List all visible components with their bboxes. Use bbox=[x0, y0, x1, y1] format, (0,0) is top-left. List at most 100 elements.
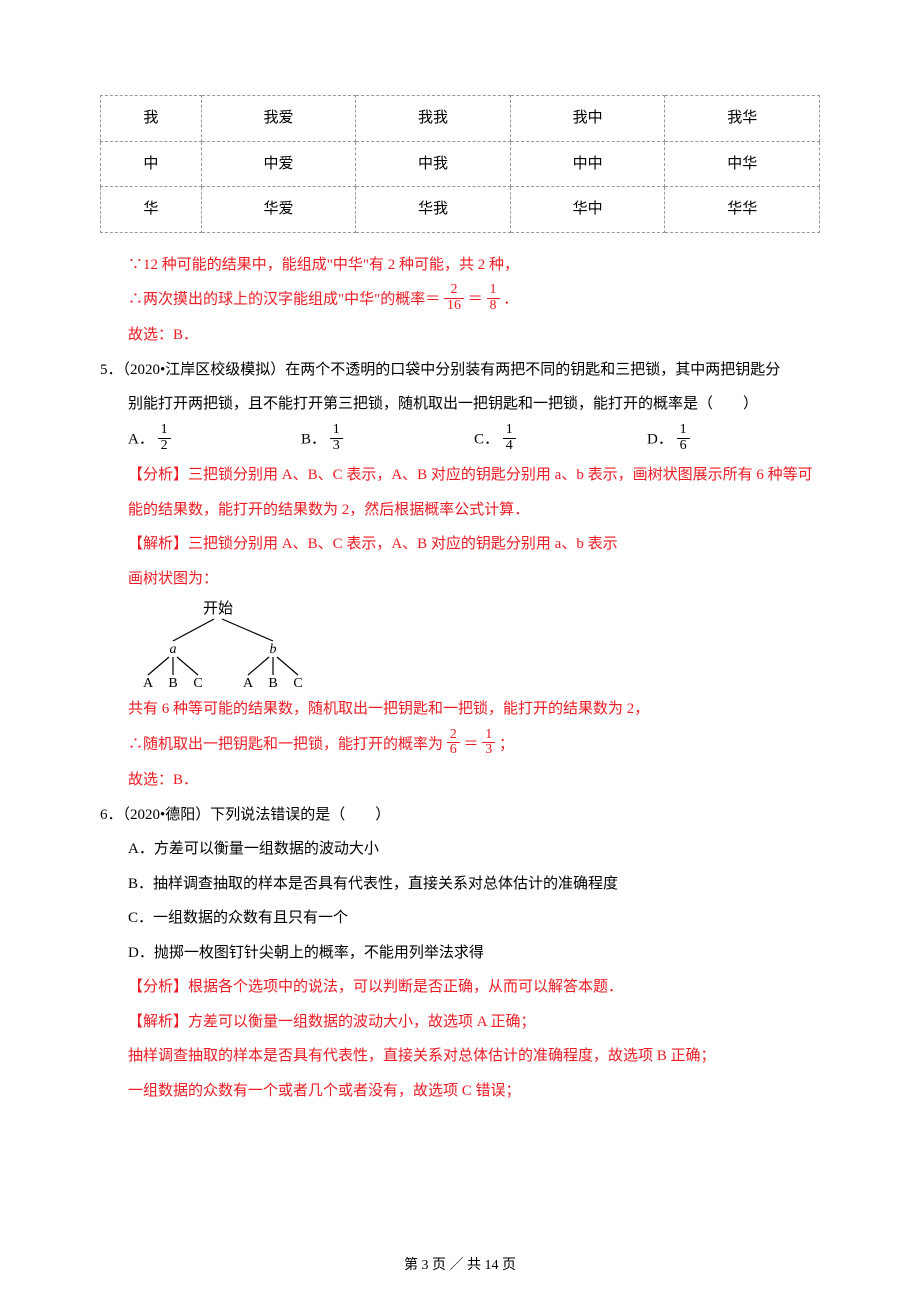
footer-mid: 页 ／ 共 bbox=[429, 1258, 485, 1273]
solution-text: ∵12 种可能的结果中，能组成"中华"有 2 种可能，共 2 种， bbox=[100, 251, 820, 280]
option-c: C． 1 4 bbox=[474, 425, 647, 455]
option-d: D． 1 6 bbox=[647, 425, 820, 455]
fraction-den: 4 bbox=[503, 439, 516, 454]
tree-edge bbox=[173, 619, 214, 641]
fraction-num: 1 bbox=[487, 283, 500, 299]
cell: 华中 bbox=[510, 187, 665, 233]
fraction: 1 2 bbox=[158, 423, 171, 453]
fraction: 1 4 bbox=[503, 423, 516, 453]
fraction-den: 2 bbox=[158, 439, 171, 454]
table-row: 华 华爱 华我 华中 华华 bbox=[101, 187, 820, 233]
text: ∴随机取出一把钥匙和一把锁，能打开的概率为 bbox=[128, 736, 443, 752]
option-a: A．方差可以衡量一组数据的波动大小 bbox=[100, 835, 820, 864]
option-label: A． bbox=[128, 432, 154, 448]
fraction-num: 2 bbox=[444, 283, 464, 299]
cell: 我 bbox=[101, 96, 202, 142]
question-number: 6． bbox=[100, 807, 123, 823]
fraction-num: 2 bbox=[447, 728, 460, 744]
tree-leaf: A bbox=[243, 676, 254, 689]
cell: 中我 bbox=[356, 141, 511, 187]
text: ； bbox=[499, 736, 514, 752]
outcome-table: 我 我爱 我我 我中 我华 中 中爱 中我 中中 中华 华 华爱 华我 华中 华… bbox=[100, 95, 820, 233]
question-5: 5．（2020•江岸区校级模拟）在两个不透明的口袋中分别装有两把不同的钥匙和三把… bbox=[100, 356, 820, 385]
question-text: （2020•江岸区校级模拟）在两个不透明的口袋中分别装有两把不同的钥匙和三把锁，… bbox=[123, 362, 781, 378]
fraction: 1 6 bbox=[677, 423, 690, 453]
fraction: 2 16 bbox=[444, 283, 464, 313]
cell: 中 bbox=[101, 141, 202, 187]
option-b: B．抽样调查抽取的样本是否具有代表性，直接关系对总体估计的准确程度 bbox=[100, 870, 820, 899]
fraction-den: 16 bbox=[444, 299, 464, 314]
solution-text: ∴两次摸出的球上的汉字能组成"中华"的概率＝ 2 16 ＝ 1 8 ． bbox=[100, 285, 820, 315]
cell: 中爱 bbox=[201, 141, 356, 187]
analysis-text: 能的结果数，能打开的结果数为 2，然后根据概率公式计算． bbox=[100, 496, 820, 525]
option-a: A． 1 2 bbox=[128, 425, 301, 455]
options-row: A． 1 2 B． 1 3 C． 1 4 D． 1 6 bbox=[100, 425, 820, 455]
fraction: 2 6 bbox=[447, 728, 460, 758]
solution-text: ∴随机取出一把钥匙和一把锁，能打开的概率为 2 6 ＝ 1 3 ； bbox=[100, 730, 820, 760]
solution-text: 【解析】方差可以衡量一组数据的波动大小，故选项 A 正确； bbox=[100, 1008, 820, 1037]
option-label: C． bbox=[474, 432, 499, 448]
tree-start-label: 开始 bbox=[203, 600, 233, 617]
fraction-num: 1 bbox=[677, 423, 690, 439]
cell: 华华 bbox=[665, 187, 820, 233]
fraction-num: 1 bbox=[158, 423, 171, 439]
cell: 华我 bbox=[356, 187, 511, 233]
cell: 我爱 bbox=[201, 96, 356, 142]
cell: 我华 bbox=[665, 96, 820, 142]
tree-svg: 开始 a b A B C A B C bbox=[128, 599, 338, 689]
question-text: 别能打开两把锁，且不能打开第三把锁，随机取出一把钥匙和一把锁，能打开的概率是（ … bbox=[100, 390, 820, 419]
analysis-text: 【分析】三把锁分别用 A、B、C 表示，A、B 对应的钥匙分别用 a、b 表示，… bbox=[100, 461, 820, 490]
footer-prefix: 第 bbox=[404, 1258, 422, 1273]
tree-leaf: C bbox=[193, 676, 202, 689]
tree-leaf: B bbox=[168, 676, 177, 689]
tree-edge bbox=[222, 619, 273, 641]
option-b: B． 1 3 bbox=[301, 425, 474, 455]
solution-text: 一组数据的众数有一个或者几个或者没有，故选项 C 错误； bbox=[100, 1077, 820, 1106]
tree-node-a: a bbox=[170, 642, 177, 657]
cell: 我中 bbox=[510, 96, 665, 142]
fraction-num: 1 bbox=[330, 423, 343, 439]
fraction-den: 8 bbox=[487, 299, 500, 314]
fraction-den: 6 bbox=[447, 743, 460, 758]
cell: 华爱 bbox=[201, 187, 356, 233]
solution-text: 抽样调查抽取的样本是否具有代表性，直接关系对总体估计的准确程度，故选项 B 正确… bbox=[100, 1042, 820, 1071]
footer-total: 14 bbox=[485, 1258, 499, 1273]
page-footer: 第 3 页 ／ 共 14 页 bbox=[0, 1253, 920, 1280]
analysis-text: 【分析】根据各个选项中的说法，可以判断是否正确，从而可以解答本题． bbox=[100, 973, 820, 1002]
text: ． bbox=[503, 292, 518, 308]
tree-leaf: C bbox=[293, 676, 302, 689]
tree-edge bbox=[177, 657, 198, 675]
answer-select: 故选：B． bbox=[100, 321, 820, 350]
option-c: C．一组数据的众数有且只有一个 bbox=[100, 904, 820, 933]
table-row: 中 中爱 中我 中中 中华 bbox=[101, 141, 820, 187]
tree-edge bbox=[248, 657, 269, 675]
cell: 我我 bbox=[356, 96, 511, 142]
option-label: D． bbox=[647, 432, 673, 448]
text: ∴两次摸出的球上的汉字能组成"中华"的概率＝ bbox=[128, 292, 440, 308]
fraction: 1 3 bbox=[482, 728, 495, 758]
fraction-num: 1 bbox=[482, 728, 495, 744]
cell: 中中 bbox=[510, 141, 665, 187]
solution-text: 【解析】三把锁分别用 A、B、C 表示，A、B 对应的钥匙分别用 a、b 表示 bbox=[100, 530, 820, 559]
cell: 华 bbox=[101, 187, 202, 233]
option-d: D．抛掷一枚图钉针尖朝上的概率，不能用列举法求得 bbox=[100, 939, 820, 968]
solution-text: 共有 6 种等可能的结果数，随机取出一把钥匙和一把锁，能打开的结果数为 2， bbox=[100, 695, 820, 724]
tree-edge bbox=[277, 657, 298, 675]
tree-edge bbox=[148, 657, 169, 675]
fraction-num: 1 bbox=[503, 423, 516, 439]
tree-node-b: b bbox=[270, 642, 277, 657]
footer-page: 3 bbox=[422, 1258, 429, 1273]
question-text: （2020•德阳）下列说法错误的是（ ） bbox=[123, 807, 391, 823]
question-6: 6．（2020•德阳）下列说法错误的是（ ） bbox=[100, 801, 820, 830]
question-number: 5． bbox=[100, 362, 123, 378]
text: ＝ bbox=[468, 292, 483, 308]
answer-select: 故选：B． bbox=[100, 766, 820, 795]
footer-suffix: 页 bbox=[499, 1258, 517, 1273]
text: ＝ bbox=[464, 736, 479, 752]
fraction: 1 8 bbox=[487, 283, 500, 313]
page: 我 我爱 我我 我中 我华 中 中爱 中我 中中 中华 华 华爱 华我 华中 华… bbox=[0, 0, 920, 1302]
tree-leaf: A bbox=[143, 676, 154, 689]
fraction-den: 3 bbox=[330, 439, 343, 454]
fraction-den: 6 bbox=[677, 439, 690, 454]
fraction: 1 3 bbox=[330, 423, 343, 453]
